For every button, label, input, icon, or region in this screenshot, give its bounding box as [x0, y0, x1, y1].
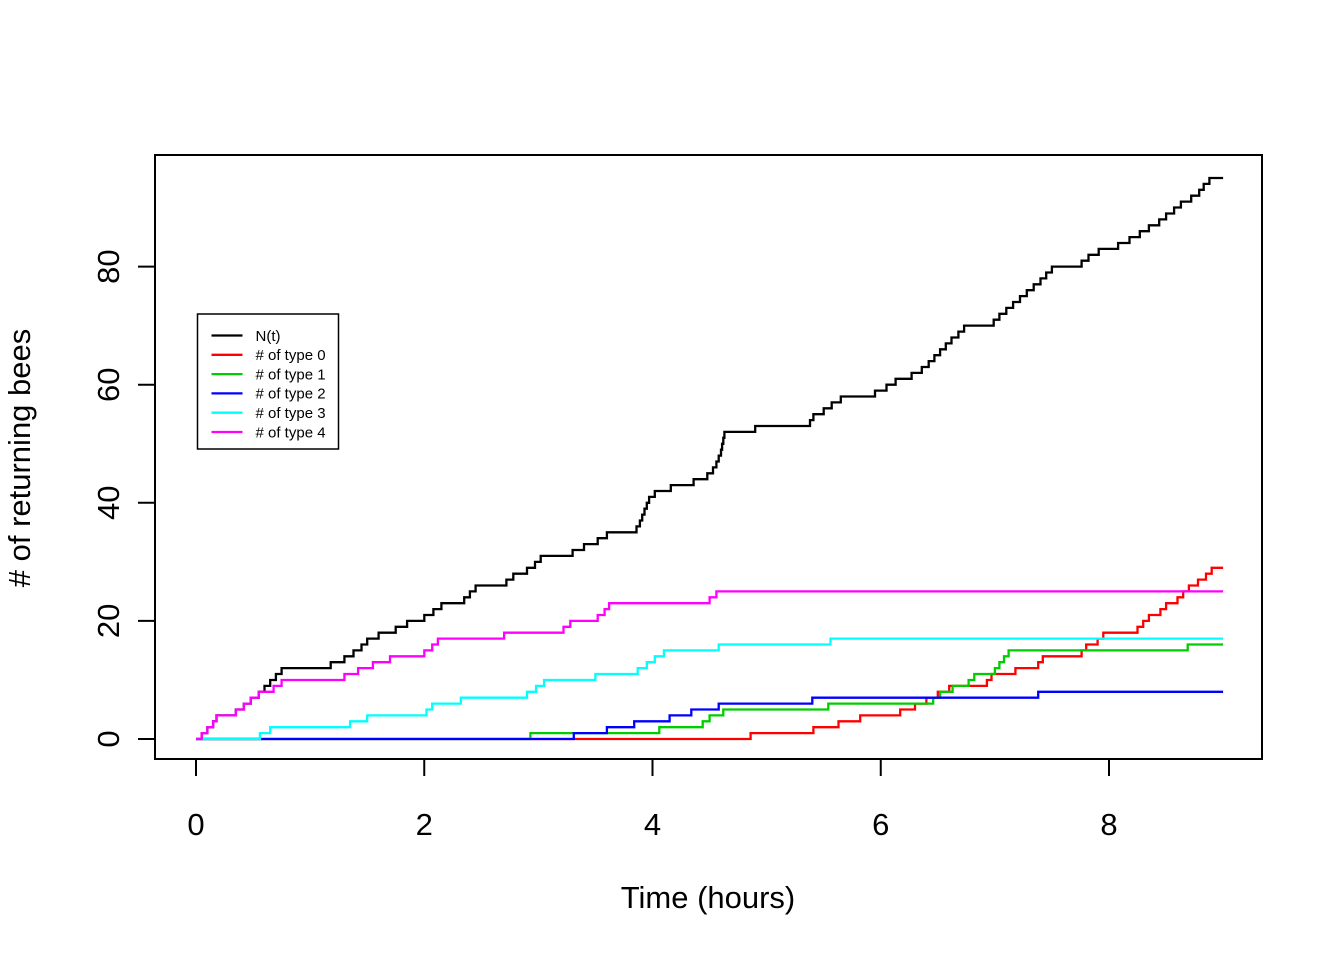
- legend-item-label: # of type 2: [256, 386, 326, 403]
- x-axis-title: Time (hours): [621, 880, 796, 915]
- series-line-of-type-1: [196, 643, 1224, 741]
- y-tick-label: 60: [91, 367, 126, 401]
- series-line-n-t: [196, 176, 1224, 741]
- legend-item-label: # of type 3: [256, 405, 326, 422]
- legend-item-label: # of type 1: [256, 366, 326, 383]
- x-tick-label: 8: [1100, 807, 1117, 842]
- legend-item-label: # of type 4: [256, 424, 326, 441]
- legend-item-label: N(t): [256, 328, 281, 345]
- y-tick-label: 20: [91, 604, 126, 638]
- y-tick-label: 0: [91, 730, 126, 747]
- plot-box: [154, 154, 1263, 760]
- x-tick-label: 6: [872, 807, 889, 842]
- y-tick-label: 40: [91, 486, 126, 520]
- x-tick-label: 4: [644, 807, 661, 842]
- series-line-of-type-2: [196, 690, 1224, 741]
- x-tick-label: 2: [416, 807, 433, 842]
- y-axis-title: # of returning bees: [2, 329, 37, 588]
- series-line-of-type-4: [196, 590, 1224, 741]
- x-tick-label: 0: [187, 807, 204, 842]
- legend-item-label: # of type 0: [256, 347, 326, 364]
- series-line-of-type-3: [196, 637, 1224, 741]
- y-tick-label: 80: [91, 249, 126, 283]
- series-line-of-type-0: [196, 566, 1224, 741]
